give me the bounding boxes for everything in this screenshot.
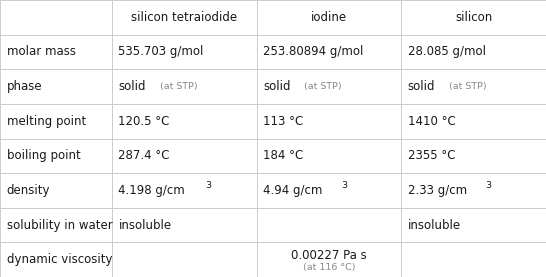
Bar: [0, 69, 112, 104]
Text: solid: solid: [408, 80, 435, 93]
Text: 4.198 g/cm: 4.198 g/cm: [118, 184, 185, 197]
Text: 4.94 g/cm: 4.94 g/cm: [263, 184, 323, 197]
Bar: [0, 242, 112, 277]
Bar: [0, 35, 112, 69]
Text: 287.4 °C: 287.4 °C: [118, 149, 170, 162]
Bar: [257, 69, 401, 104]
Text: iodine: iodine: [311, 11, 347, 24]
Text: 3: 3: [341, 181, 347, 190]
Bar: [257, 138, 401, 173]
Bar: [112, 35, 257, 69]
Text: 3: 3: [206, 181, 212, 190]
Text: 113 °C: 113 °C: [263, 115, 304, 128]
Text: molar mass: molar mass: [7, 45, 75, 58]
Text: 253.80894 g/mol: 253.80894 g/mol: [263, 45, 364, 58]
Text: 120.5 °C: 120.5 °C: [118, 115, 170, 128]
Text: melting point: melting point: [7, 115, 86, 128]
Text: (at STP): (at STP): [301, 82, 342, 91]
Text: phase: phase: [7, 80, 42, 93]
Bar: [112, 208, 257, 242]
Bar: [401, 69, 546, 104]
Bar: [401, 208, 546, 242]
Text: 2355 °C: 2355 °C: [408, 149, 455, 162]
Text: (at 116 °C): (at 116 °C): [302, 263, 355, 272]
Bar: [257, 208, 401, 242]
Text: 3: 3: [485, 181, 491, 190]
Text: solid: solid: [118, 80, 146, 93]
Bar: [0, 138, 112, 173]
Bar: [401, 104, 546, 138]
Text: 2.33 g/cm: 2.33 g/cm: [408, 184, 467, 197]
Text: density: density: [7, 184, 50, 197]
Bar: [0, 173, 112, 208]
Text: 0.00227 Pa s: 0.00227 Pa s: [291, 249, 367, 262]
Bar: [0, 208, 112, 242]
Text: solid: solid: [263, 80, 290, 93]
Bar: [401, 173, 546, 208]
Text: insoluble: insoluble: [408, 219, 461, 232]
Bar: [112, 138, 257, 173]
Text: silicon tetraiodide: silicon tetraiodide: [131, 11, 238, 24]
Text: 1410 °C: 1410 °C: [408, 115, 455, 128]
Bar: [257, 173, 401, 208]
Text: boiling point: boiling point: [7, 149, 80, 162]
Bar: [257, 242, 401, 277]
Bar: [0, 104, 112, 138]
Text: insoluble: insoluble: [118, 219, 171, 232]
Bar: [401, 242, 546, 277]
Text: 535.703 g/mol: 535.703 g/mol: [118, 45, 204, 58]
Bar: [112, 0, 257, 35]
Bar: [112, 242, 257, 277]
Bar: [401, 0, 546, 35]
Text: (at STP): (at STP): [446, 82, 486, 91]
Bar: [257, 104, 401, 138]
Bar: [257, 35, 401, 69]
Bar: [0, 0, 112, 35]
Text: (at STP): (at STP): [157, 82, 197, 91]
Text: silicon: silicon: [455, 11, 492, 24]
Bar: [112, 69, 257, 104]
Text: dynamic viscosity: dynamic viscosity: [7, 253, 112, 266]
Text: 28.085 g/mol: 28.085 g/mol: [408, 45, 486, 58]
Bar: [112, 173, 257, 208]
Text: solubility in water: solubility in water: [7, 219, 112, 232]
Text: 184 °C: 184 °C: [263, 149, 304, 162]
Bar: [401, 138, 546, 173]
Bar: [401, 35, 546, 69]
Bar: [257, 0, 401, 35]
Bar: [112, 104, 257, 138]
